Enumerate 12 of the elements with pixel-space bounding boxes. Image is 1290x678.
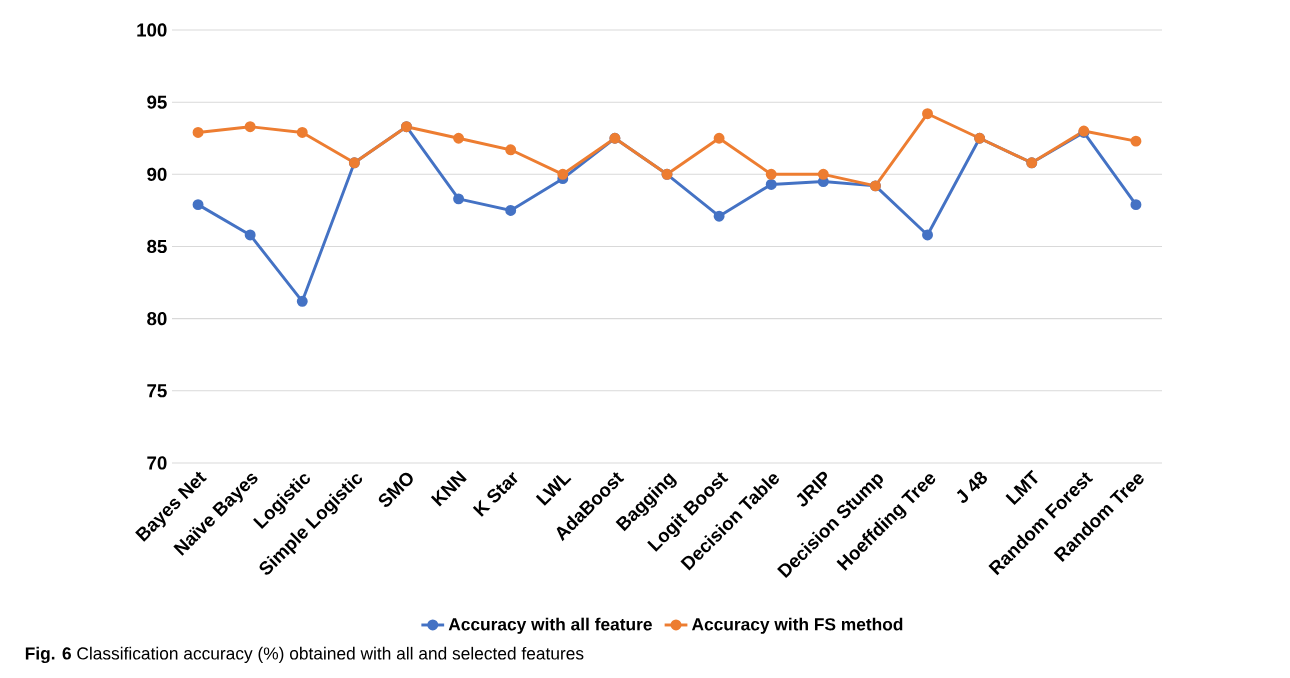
x-tick-label: J 48 xyxy=(956,471,987,503)
y-tick-label: 95 xyxy=(147,95,167,109)
text: Fig. 6 Classification accuracy (%) obtained with all and selected features xyxy=(25,646,584,664)
y-tick-label: 70 xyxy=(147,456,167,470)
legend-label: Accuracy with all feature xyxy=(448,617,652,634)
y-tick-label: 80 xyxy=(147,312,167,326)
y-tick-label: 75 xyxy=(147,384,167,398)
y-tick-label: 85 xyxy=(147,239,167,254)
x-tick-label: K Star xyxy=(472,472,518,517)
y-tick-label: 100 xyxy=(137,23,167,37)
legend-label: Accuracy with FS method xyxy=(691,617,903,634)
y-tick-label: 90 xyxy=(147,167,167,181)
